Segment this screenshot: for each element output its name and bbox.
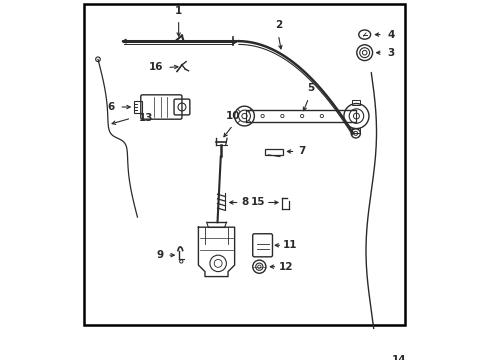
Text: 11: 11 [282,240,296,250]
Text: 2: 2 [274,20,282,30]
Bar [134,101,142,113]
Text: 16: 16 [148,63,163,72]
Bar [264,149,283,155]
Text: 13: 13 [139,113,153,122]
Text: 6: 6 [107,102,115,112]
Text: 1: 1 [175,6,182,17]
Text: 3: 3 [386,48,394,58]
Text: 9: 9 [157,250,164,260]
Bar [352,100,360,104]
Bar [352,127,360,132]
Text: 14: 14 [391,355,406,360]
Text: 4: 4 [386,30,394,40]
Text: 8: 8 [241,198,247,207]
Text: 15: 15 [250,198,264,207]
Text: 12: 12 [278,262,292,272]
Text: 5: 5 [306,83,313,93]
Text: 10: 10 [225,111,240,121]
Text: 7: 7 [298,147,305,157]
